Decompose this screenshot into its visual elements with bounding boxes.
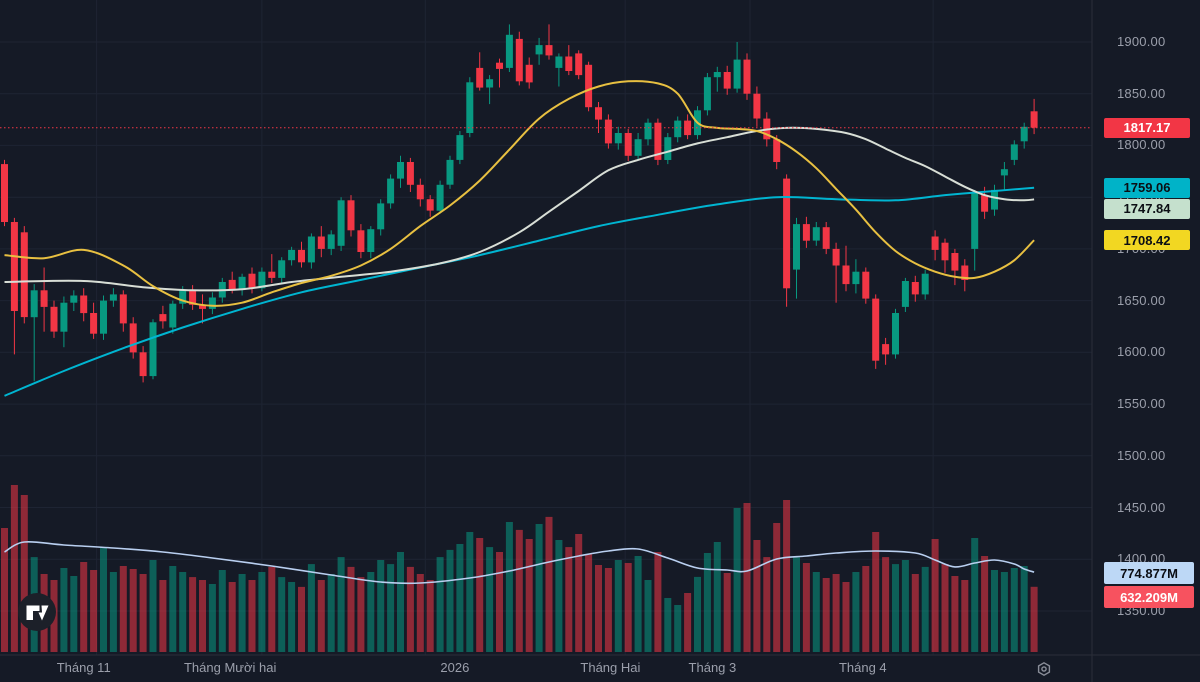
time-axis-label: Tháng Mười hai: [183, 660, 277, 675]
time-axis-label: 2026: [440, 660, 470, 675]
price-tick-label: 1600.00: [1117, 344, 1166, 360]
price-tick-label: 1800.00: [1117, 137, 1166, 153]
price-tick-label: 1850.00: [1117, 85, 1166, 101]
price-tick-label: 1550.00: [1117, 396, 1166, 412]
time-axis[interactable]: Tháng 11 Tháng Mười hai 2026 Tháng Hai Tháng…: [0, 655, 1200, 682]
time-axis-label: Tháng 4: [838, 660, 887, 675]
ma-yellow-badge: 1708.42: [1104, 230, 1190, 251]
time-axis-label: Tháng Hai: [580, 660, 641, 675]
gear-icon[interactable]: [1036, 661, 1052, 677]
logo-glyph-t: [26, 605, 40, 620]
logo-glyph-v: [38, 605, 49, 621]
ma-cyan-badge: 1759.06: [1104, 177, 1190, 198]
logo-circle: [18, 593, 56, 631]
price-tick-label: 1450.00: [1117, 499, 1166, 515]
ma-white-badge: 1747.84: [1104, 198, 1190, 219]
volume-ma-badge: 774.877M: [1104, 562, 1194, 584]
tradingview-logo[interactable]: [17, 592, 57, 632]
volume-badge: 632.209M: [1104, 586, 1194, 608]
price-tick-label: 1900.00: [1117, 34, 1166, 49]
last-price-badge: 1817.17: [1104, 117, 1190, 138]
time-axis-label: Tháng 3: [688, 660, 737, 675]
time-axis-label: Tháng 11: [56, 660, 111, 675]
price-tick-label: 1500.00: [1117, 447, 1166, 463]
price-tick-label: 1650.00: [1117, 292, 1166, 308]
